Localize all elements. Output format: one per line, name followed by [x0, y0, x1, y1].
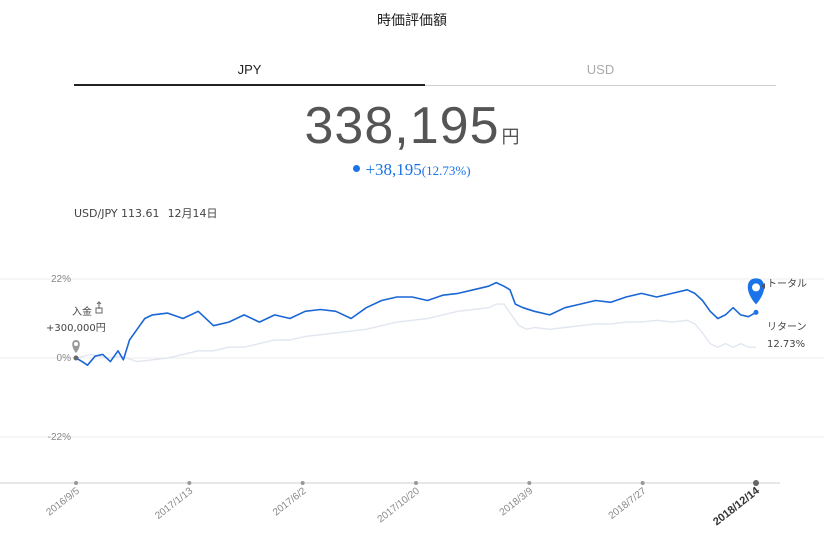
- x-tick-dot: [753, 480, 759, 486]
- valuation-display: 338,195 円: [0, 96, 824, 156]
- y-tick-label: -22%: [48, 432, 71, 443]
- tab-usd[interactable]: USD: [425, 62, 776, 86]
- change-dot-icon: [353, 165, 361, 172]
- y-tick-label: 0%: [57, 353, 72, 364]
- x-tick-label: 2017/10/20: [376, 485, 423, 525]
- deposit-icon: [95, 301, 103, 314]
- chart-x-axis: 2016/9/5 2017/1/13 2017/6/2 2017/10/20 2018/…: [0, 480, 780, 528]
- x-tick-label: 2016/9/5: [44, 485, 82, 518]
- fx-date: 12月14日: [167, 207, 218, 220]
- start-label-line2: +300,000円: [46, 323, 106, 334]
- x-tick-dot: [640, 481, 645, 485]
- series-line-benchmark: [75, 303, 756, 363]
- x-tick-dot: [527, 481, 532, 485]
- x-tick-dot: [187, 481, 192, 485]
- valuation-amount: 338,195: [304, 97, 500, 155]
- start-pin-icon: [72, 340, 80, 353]
- end-label-line3: 12.73%: [767, 339, 805, 350]
- currency-tabs: JPY USD: [74, 62, 776, 86]
- end-label-pointer-icon: [761, 283, 765, 289]
- chart-series: [75, 281, 757, 366]
- x-tick-label: 2017/6/2: [271, 485, 309, 518]
- change-percent: (12.73%): [421, 163, 471, 178]
- chart-grid: 22% 0% -22%: [0, 274, 824, 443]
- series-line-portfolio: [75, 281, 757, 366]
- change-amount: +38,195: [365, 160, 422, 179]
- fx-pair-rate: USD/JPY 113.61: [74, 207, 160, 220]
- fx-rate-info: USD/JPY 113.61 12月14日: [74, 205, 218, 221]
- end-label-line1: トータル: [767, 278, 807, 290]
- chart-markers: [72, 278, 765, 361]
- tab-jpy[interactable]: JPY: [74, 62, 425, 86]
- x-tick-label: 2018/12/14: [711, 484, 762, 528]
- x-tick-dot: [74, 481, 78, 485]
- change-display: +38,195(12.73%): [0, 160, 824, 180]
- x-tick-dot: [300, 481, 305, 485]
- page-title: 時価評価額: [377, 13, 447, 29]
- x-tick-dot: [414, 481, 418, 485]
- start-point-dot: [73, 355, 79, 361]
- x-tick-label: 2017/1/13: [153, 485, 195, 521]
- chart-annotations: 入金 +300,000円 トータル リターン 12.73%: [46, 278, 807, 350]
- end-point-dot: [753, 309, 759, 315]
- start-label-line1: 入金: [72, 305, 92, 318]
- end-label-line2: リターン: [767, 321, 807, 333]
- x-tick-label: 2018/7/27: [607, 485, 649, 521]
- x-tick-label: 2018/3/9: [498, 485, 536, 518]
- y-tick-label: 22%: [51, 274, 71, 285]
- current-pin-icon: [747, 278, 765, 305]
- valuation-unit: 円: [501, 127, 520, 148]
